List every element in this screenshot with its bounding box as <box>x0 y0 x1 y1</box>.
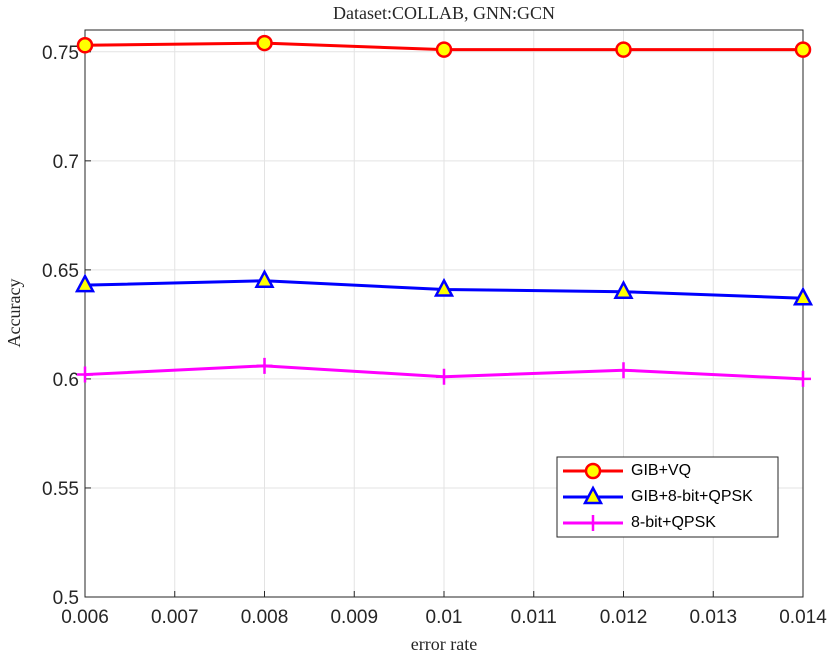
x-tick-label: 0.009 <box>330 607 378 628</box>
legend-marker <box>582 485 604 505</box>
marker <box>615 41 632 58</box>
marker <box>794 41 812 58</box>
x-tick-label: 0.007 <box>151 607 199 628</box>
marker <box>77 366 93 383</box>
marker <box>795 370 811 387</box>
marker <box>435 41 453 58</box>
marker <box>254 269 275 289</box>
x-tick-label: 0.006 <box>61 607 109 628</box>
marker <box>74 273 96 293</box>
legend-label: GIB+VQ <box>631 462 691 479</box>
marker <box>256 34 273 52</box>
y-tick-label: 0.5 <box>53 588 79 609</box>
x-axis-label: error rate <box>411 634 477 654</box>
y-axis-label: Accuracy <box>4 279 24 348</box>
x-tick-label: 0.008 <box>241 607 289 628</box>
chart-title: Dataset:COLLAB, GNN:GCN <box>333 3 555 23</box>
y-tick-label: 0.75 <box>42 43 79 64</box>
x-tick-label: 0.014 <box>779 607 827 628</box>
y-tick-label: 0.55 <box>42 479 79 500</box>
x-tick-label: 0.013 <box>689 607 737 628</box>
marker <box>613 280 634 299</box>
y-tick-label: 0.65 <box>42 261 79 282</box>
legend-marker <box>584 462 602 480</box>
marker <box>256 357 273 374</box>
legend-label: GIB+8-bit+QPSK <box>631 488 753 505</box>
x-tick-label: 0.012 <box>600 607 648 628</box>
y-tick-label: 0.7 <box>53 152 79 173</box>
marker <box>433 277 455 297</box>
x-tick-label: 0.01 <box>426 607 463 628</box>
marker <box>615 362 632 379</box>
marker <box>436 368 452 385</box>
y-tick-label: 0.6 <box>53 370 79 391</box>
legend-marker <box>585 515 601 531</box>
x-tick-label: 0.011 <box>511 607 557 628</box>
marker <box>792 286 814 306</box>
marker <box>76 37 94 54</box>
legend-label: 8-bit+QPSK <box>631 514 716 531</box>
axes-box <box>84 29 804 598</box>
